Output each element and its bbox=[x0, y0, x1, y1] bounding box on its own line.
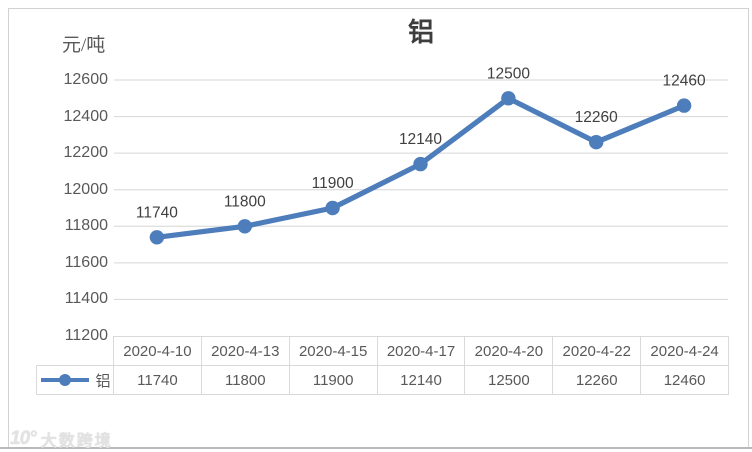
legend-cell: 铝 bbox=[36, 365, 114, 395]
y-axis-tick-label: 12000 bbox=[63, 180, 109, 198]
table-value-cell: 11800 bbox=[200, 365, 290, 395]
table-date-header: 2020-4-10 bbox=[113, 336, 202, 366]
table-value-cell: 12460 bbox=[640, 365, 730, 395]
y-axis-tick-labels: 12600 12400 12200 12000 11800 11600 11400 11200 bbox=[8, 0, 109, 452]
table-date-header: 2020-4-15 bbox=[288, 336, 378, 366]
data-point-marker bbox=[589, 135, 604, 150]
line-chart-plot: 11740 11800 11900 12140 12500 12260 12460 bbox=[114, 65, 728, 300]
table-header-row: 2020-4-10 2020-4-13 2020-4-15 2020-4-17 2020… bbox=[37, 336, 730, 366]
bottom-border-line bbox=[0, 447, 752, 449]
table-date-header: 2020-4-13 bbox=[200, 336, 290, 366]
data-point-label: 12260 bbox=[575, 109, 618, 126]
table-header-spacer bbox=[37, 337, 114, 366]
series-legend-label: 铝 bbox=[95, 372, 111, 390]
data-point-marker bbox=[413, 156, 428, 172]
data-point-marker bbox=[237, 219, 252, 234]
data-point-marker bbox=[501, 91, 516, 106]
table-values-row: 铝 11740 11800 11900 12140 12500 12260 12460 bbox=[36, 365, 730, 395]
table-value-cell: 12500 bbox=[464, 365, 554, 395]
data-point-marker bbox=[149, 230, 165, 245]
table-date-header: 2020-4-24 bbox=[640, 336, 730, 366]
data-point-label: 11800 bbox=[224, 193, 266, 210]
y-axis-tick-label: 12200 bbox=[63, 144, 109, 162]
y-axis-unit-label: 元/吨 bbox=[62, 35, 106, 56]
table-date-header: 2020-4-20 bbox=[464, 336, 554, 366]
data-point-label: 12460 bbox=[663, 73, 706, 90]
data-point-label: 11900 bbox=[312, 175, 354, 192]
table-value-cell: 12140 bbox=[376, 365, 466, 395]
table-value-cell: 11740 bbox=[113, 365, 202, 395]
y-axis-tick-label: 11600 bbox=[64, 253, 108, 271]
chart-title: 铝 bbox=[407, 18, 434, 47]
y-axis-tick-label: 12600 bbox=[63, 71, 109, 88]
data-point-label: 12140 bbox=[399, 131, 442, 148]
y-axis-tick-label: 11800 bbox=[64, 217, 108, 235]
table-value-cell: 12260 bbox=[552, 365, 642, 395]
chart-data-table: 2020-4-10 2020-4-13 2020-4-15 2020-4-17 2020… bbox=[36, 336, 730, 395]
data-point-marker bbox=[676, 98, 692, 113]
data-point-marker bbox=[325, 200, 340, 216]
table-date-header: 2020-4-22 bbox=[552, 336, 642, 366]
table-date-header: 2020-4-17 bbox=[376, 336, 466, 366]
table-value-cell: 11900 bbox=[288, 365, 378, 395]
y-axis-tick-label: 11400 bbox=[64, 290, 108, 308]
y-axis-tick-label: 11200 bbox=[64, 327, 108, 344]
data-point-label: 12500 bbox=[487, 65, 530, 82]
data-point-label: 11740 bbox=[136, 204, 178, 221]
y-axis-tick-label: 12400 bbox=[63, 107, 109, 125]
series-line-marker-icon bbox=[41, 374, 90, 386]
